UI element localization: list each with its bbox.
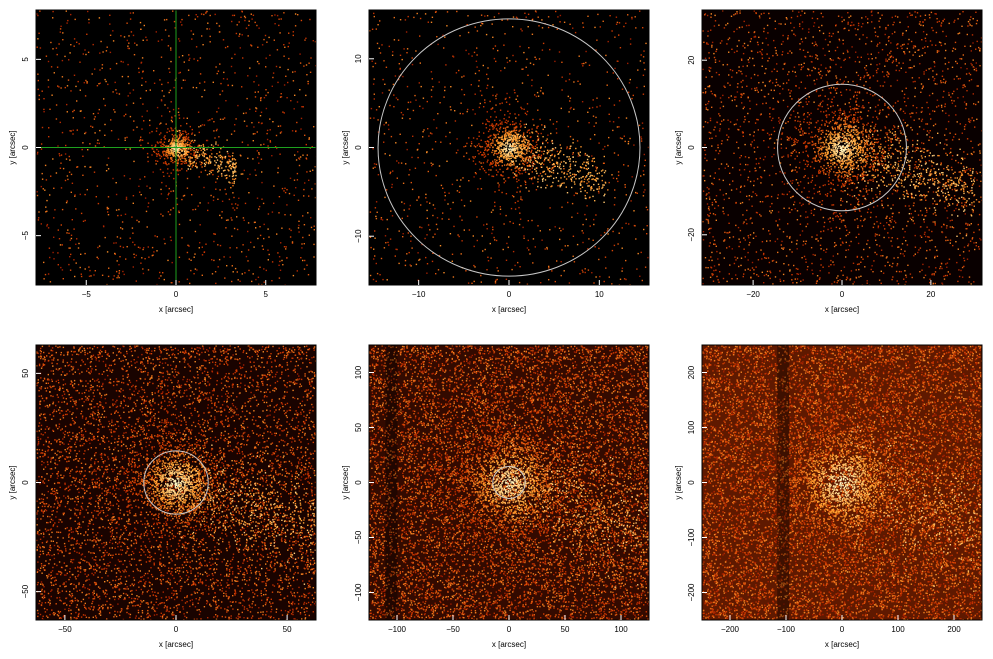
xray-image	[702, 345, 982, 620]
y-tick-label: 100	[354, 365, 363, 379]
y-tick-label: 10	[354, 54, 363, 63]
y-tick-label: 0	[21, 480, 30, 485]
aperture-circle	[377, 18, 641, 277]
image-background	[369, 10, 649, 285]
panel-p4: −50 0 50 −50 0 50 x [arcsec] y [arcsec]	[8, 344, 317, 649]
y-tick-label: −50	[354, 530, 363, 544]
y-tick-label: 0	[354, 145, 363, 150]
y-tick-label: −10	[354, 229, 363, 243]
panel-p3: −20 0 20 −20 0 20 x [arcsec] y [arcsec]	[674, 9, 983, 314]
x-axis-label: x [arcsec]	[159, 640, 193, 649]
x-tick-label: −10	[412, 290, 426, 299]
y-tick-label: 0	[687, 145, 696, 150]
y-axis-label: y [arcsec]	[341, 465, 350, 499]
y-axis-label: y [arcsec]	[674, 130, 683, 164]
y-axis-label: y [arcsec]	[674, 465, 683, 499]
x-tick-label: −20	[746, 290, 760, 299]
xray-image	[369, 345, 649, 620]
x-tick-label: 20	[926, 290, 935, 299]
y-axis-label: y [arcsec]	[8, 130, 17, 164]
x-axis-label: x [arcsec]	[492, 305, 526, 314]
y-tick-label: 0	[354, 480, 363, 485]
y-axis-label: y [arcsec]	[8, 465, 17, 499]
x-tick-label: 0	[174, 625, 179, 634]
y-tick-label: 200	[687, 365, 696, 379]
x-tick-label: 100	[614, 625, 628, 634]
x-tick-label: 10	[595, 290, 604, 299]
y-tick-label: −200	[687, 583, 696, 602]
y-tick-label: 100	[687, 420, 696, 434]
xray-image	[36, 345, 316, 620]
x-tick-label: 200	[947, 625, 961, 634]
aperture-circle	[143, 450, 209, 515]
x-tick-label: 0	[840, 625, 845, 634]
y-tick-label: 5	[21, 57, 30, 62]
y-tick-label: 20	[687, 55, 696, 64]
panel-p2: −10 0 10 −10 0 10 x [arcsec] y [arcsec]	[341, 9, 650, 314]
x-tick-label: −50	[446, 625, 460, 634]
y-tick-label: 0	[21, 145, 30, 150]
y-tick-label: 50	[354, 423, 363, 432]
x-tick-label: 50	[561, 625, 570, 634]
y-tick-label: −5	[21, 231, 30, 241]
panel-p5: −100 −50 0 50 100 −100 −50 0 50 100 x [arcsec] y [a…	[341, 344, 650, 649]
x-axis-label: x [arcsec]	[825, 305, 859, 314]
x-axis-label: x [arcsec]	[492, 640, 526, 649]
y-tick-label: 0	[687, 480, 696, 485]
x-tick-label: 100	[891, 625, 905, 634]
y-tick-label: −100	[687, 528, 696, 547]
y-tick-label: −50	[21, 584, 30, 598]
x-tick-label: −50	[58, 625, 72, 634]
xray-image	[369, 10, 649, 285]
x-tick-label: 0	[840, 290, 845, 299]
x-axis-label: x [arcsec]	[159, 305, 193, 314]
x-tick-label: 5	[264, 290, 269, 299]
x-tick-label: 0	[507, 290, 512, 299]
panel-p1: −5 0 5 −5 0 5 x [arcsec] y [arcsec]	[8, 9, 317, 314]
panel-p6: −200 −100 0 100 200 −200 −100 0 100 200 x [arcsec]…	[674, 344, 983, 649]
y-tick-label: −100	[354, 583, 363, 602]
x-axis-label: x [arcsec]	[825, 640, 859, 649]
y-tick-label: 50	[21, 368, 30, 377]
x-tick-label: −100	[388, 625, 407, 634]
y-axis-label: y [arcsec]	[341, 130, 350, 164]
aperture-circle	[777, 83, 907, 212]
x-tick-label: −5	[82, 290, 92, 299]
image-background	[369, 345, 649, 620]
x-tick-label: −200	[721, 625, 740, 634]
xray-image	[702, 10, 982, 285]
x-tick-label: 0	[174, 290, 179, 299]
x-tick-label: 0	[507, 625, 512, 634]
aperture-circle	[492, 466, 526, 499]
x-tick-label: −100	[777, 625, 796, 634]
y-tick-label: −20	[687, 227, 696, 241]
x-tick-label: 50	[283, 625, 292, 634]
